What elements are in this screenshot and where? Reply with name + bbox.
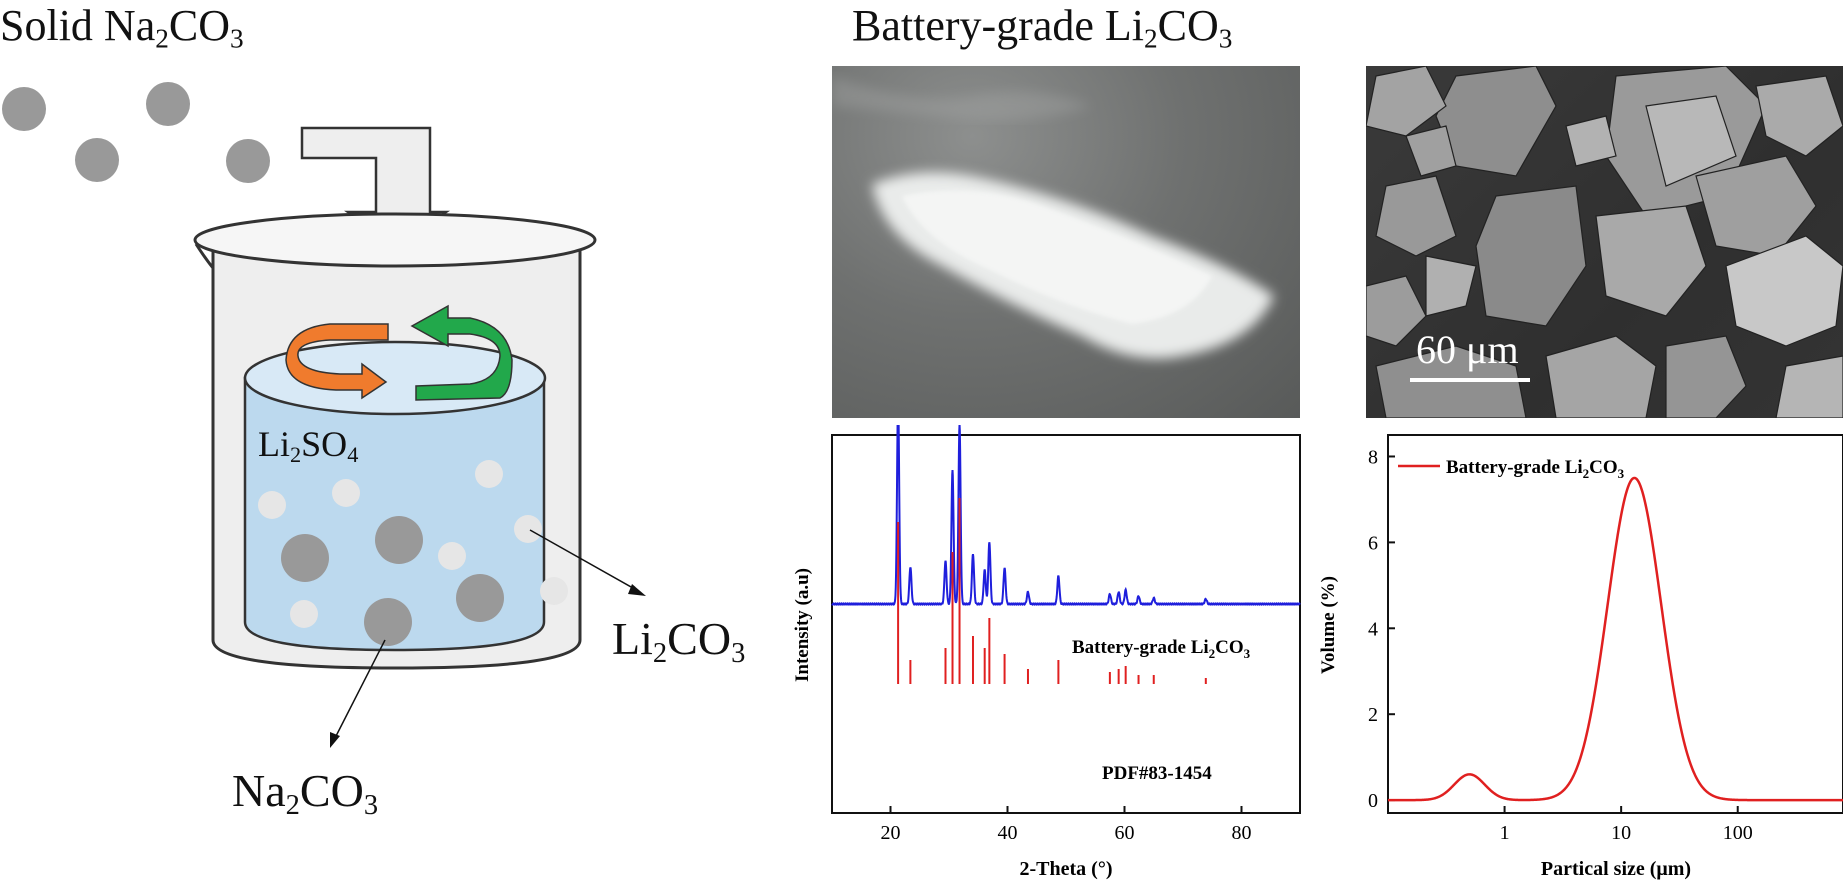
- psd-legend-label: Battery-grade Li2CO3: [1446, 457, 1625, 481]
- psd-x-tick-label: 100: [1723, 822, 1753, 844]
- psd-x-ticks: 1 10 100: [1500, 806, 1753, 844]
- psd-y-tick-label: 0: [1368, 790, 1378, 812]
- xrd-y-axis-label: Intensity (a.u): [792, 568, 813, 682]
- psd-x-axis-label: Partical size (μm): [1541, 858, 1691, 880]
- na2co3-particle: [375, 516, 423, 564]
- psd-y-axis-label: Volume (%): [1318, 576, 1339, 674]
- title-solid-na2co3: Solid Na2CO3: [0, 1, 244, 54]
- beaker-diagram: [2, 82, 646, 748]
- falling-particle: [146, 82, 190, 126]
- falling-particle: [226, 139, 270, 183]
- xrd-ref-label: PDF#83-1454: [1102, 763, 1212, 784]
- label-na2co3: Na2CO3: [232, 765, 379, 821]
- psd-curve: [1388, 476, 1843, 802]
- li2co3-particle: [540, 577, 568, 605]
- beaker-spout: [194, 243, 215, 269]
- xrd-tick-label: 80: [1232, 822, 1252, 844]
- li2co3-pointer: [529, 529, 641, 593]
- label-li2co3: Li2CO3: [612, 613, 746, 669]
- li2co3-particle: [290, 600, 318, 628]
- li2co3-particle: [514, 515, 542, 543]
- psd-y-tick-label: 2: [1368, 704, 1378, 726]
- psd-y-tick-label: 4: [1368, 618, 1378, 640]
- xrd-x-axis-label: 2-Theta (°): [1020, 858, 1113, 880]
- falling-particle: [75, 138, 119, 182]
- xrd-chart: Intensity (a.u) 2-Theta (°) 20 40 60 80 Bat…: [792, 425, 1301, 880]
- li2co3-pointer-head: [628, 584, 646, 596]
- na2co3-particle: [281, 534, 329, 582]
- stir-arrow-green: [410, 304, 513, 401]
- xrd-sample-label: Battery-grade Li2CO3: [1072, 637, 1251, 661]
- psd-y-ticks: 0 2 4 6 8: [1368, 446, 1395, 812]
- li2co3-particle: [258, 491, 286, 519]
- psd-y-tick-label: 8: [1368, 446, 1378, 468]
- title-battery-grade: Battery-grade Li2CO3: [852, 1, 1233, 54]
- falling-particle: [2, 87, 46, 131]
- xrd-tick-label: 60: [1115, 822, 1135, 844]
- powder-pile: [832, 76, 1274, 359]
- sem-scale-bar: [1410, 378, 1530, 382]
- li2co3-particle: [475, 460, 503, 488]
- psd-x-tick-label: 1: [1500, 822, 1510, 844]
- sem-scale-label: 60 μm: [1416, 327, 1519, 372]
- psd-x-tick-label: 10: [1611, 822, 1631, 844]
- xrd-x-ticks: 20 40 60 80: [881, 806, 1252, 844]
- label-li2so4: Li2SO4: [258, 424, 359, 468]
- na2co3-particle: [456, 574, 504, 622]
- psd-plot-frame: [1387, 434, 1843, 814]
- powder-photo: [832, 66, 1300, 418]
- sem-particles: [1366, 66, 1843, 418]
- stir-arrow-orange: [285, 323, 389, 400]
- xrd-plot-frame: [831, 434, 1301, 814]
- beaker-rim: [193, 212, 597, 268]
- sem-image: 60 μm: [1366, 66, 1843, 418]
- xrd-reference-lines: [897, 498, 1207, 684]
- li2co3-particle: [438, 542, 466, 570]
- na2co3-particle: [364, 598, 412, 646]
- li2co3-particle: [332, 479, 360, 507]
- xrd-tick-label: 40: [998, 822, 1018, 844]
- xrd-tick-label: 20: [881, 822, 901, 844]
- xrd-sample-pattern: [831, 425, 1301, 606]
- psd-y-tick-label: 6: [1368, 532, 1378, 554]
- na2co3-pointer-head: [330, 732, 340, 748]
- na2co3-pointer: [333, 639, 386, 741]
